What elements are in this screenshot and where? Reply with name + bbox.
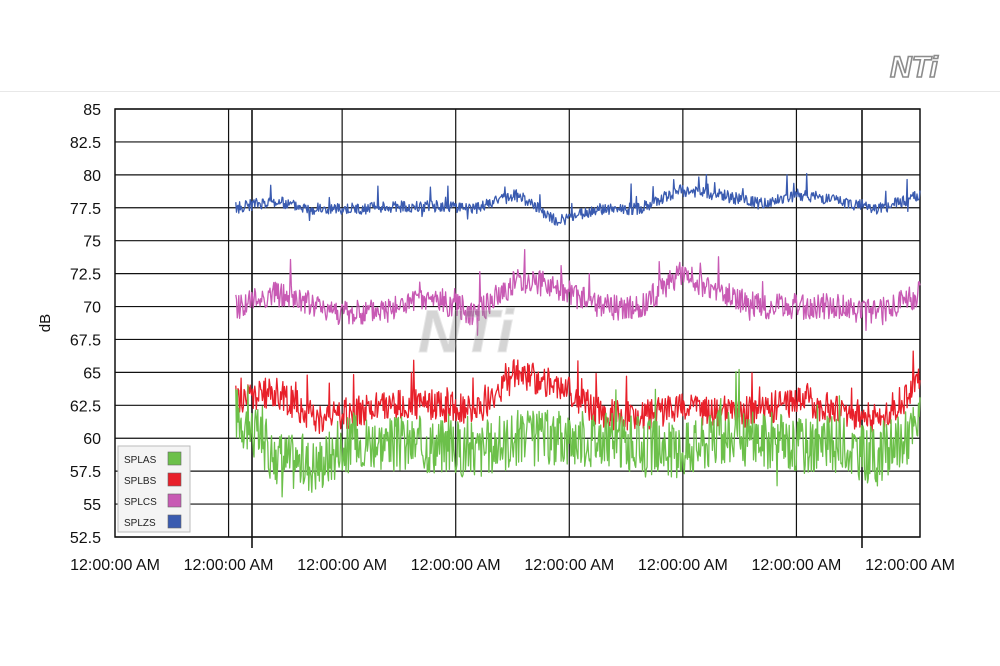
series-layer [235, 173, 921, 498]
y-tick-label: 55 [83, 497, 101, 514]
x-tick-label: 12:00:00 AM [70, 557, 160, 574]
x-tick-label: 12:00:00 AM [411, 557, 501, 574]
legend-swatch [167, 472, 182, 487]
y-tick-label: 80 [83, 168, 101, 185]
series-line-splzs [235, 173, 921, 226]
y-tick-label: 72.5 [70, 267, 101, 284]
x-tick-label: 12:00:00 AM [865, 557, 955, 574]
y-tick-label: 52.5 [70, 530, 101, 547]
y-tick-label: 77.5 [70, 201, 101, 218]
x-tick-label: 12:00:00 AM [524, 557, 614, 574]
y-tick-label: 60 [83, 431, 101, 448]
logo-text: NTi [890, 51, 938, 84]
series-line-splas [235, 368, 921, 498]
y-axis-ticks: 52.5 55 57.5 60 62.5 65 67.5 70 72.5 75 77.5 80 82.5… [70, 102, 101, 547]
y-tick-label: 57.5 [70, 464, 101, 481]
y-tick-label: 65 [83, 365, 101, 382]
legend-label: SPLAS [124, 455, 157, 466]
y-tick-label: 62.5 [70, 398, 101, 415]
x-axis-ticks: 12:00:00 AM 12:00:00 AM 12:00:00 AM 12:00:0… [70, 557, 955, 574]
y-tick-label: 82.5 [70, 135, 101, 152]
plot-frame [114, 108, 921, 538]
legend: SPLAS SPLBS SPLCS SPLZS [117, 445, 191, 533]
y-tick-label: 85 [83, 102, 101, 119]
x-tick-label: 12:00:00 AM [297, 557, 387, 574]
legend-label: SPLBS [124, 476, 157, 487]
x-tick-label: 12:00:00 AM [752, 557, 842, 574]
y-tick-label: 67.5 [70, 332, 101, 349]
watermark-text: NTi [418, 298, 515, 365]
header-divider [0, 91, 1000, 92]
legend-swatch [167, 493, 182, 508]
legend-label: SPLCS [124, 497, 157, 508]
series-line-splbs [235, 350, 921, 434]
watermark-logo: NTi [418, 298, 516, 366]
legend-swatch [167, 451, 182, 466]
plot-area [114, 108, 921, 538]
x-tick-label: 12:00:00 AM [638, 557, 728, 574]
nti-logo: NTi [889, 50, 939, 85]
y-tick-label: 75 [83, 234, 101, 251]
legend-swatch [167, 514, 182, 529]
y-tick-label: 70 [83, 300, 101, 317]
legend-label: SPLZS [124, 518, 156, 529]
y-axis-label: dB [37, 314, 54, 332]
series-line-splcs [235, 248, 921, 336]
x-tick-label: 12:00:00 AM [184, 557, 274, 574]
